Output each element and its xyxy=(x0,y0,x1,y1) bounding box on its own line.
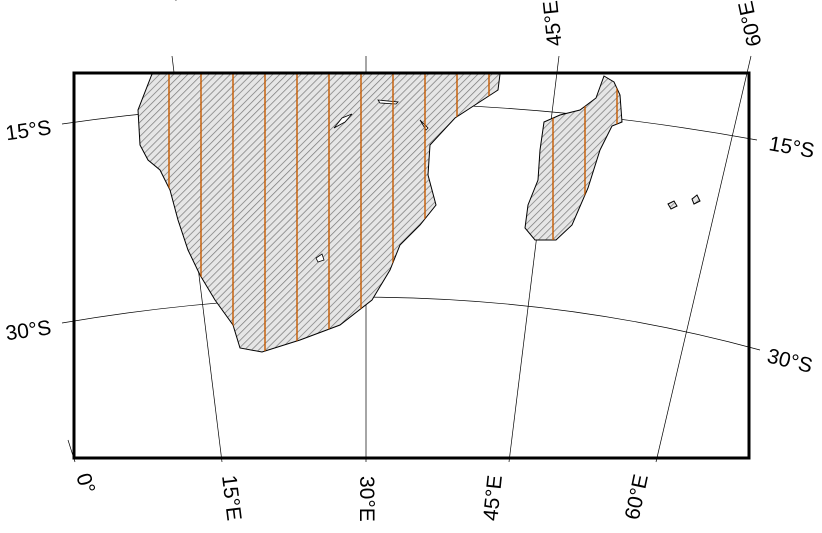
lat-label-left-15s: 15°S xyxy=(4,116,53,145)
lake-kariba xyxy=(333,113,353,129)
lon-label-top-15e: 15°E xyxy=(157,0,185,2)
lon-label-bottom-45e: 45°E xyxy=(479,474,507,522)
reunion-island xyxy=(691,194,701,205)
lesotho-lake xyxy=(315,253,325,263)
lake-victoria-edge xyxy=(419,119,429,131)
lon-label-bottom-30e: 30°E xyxy=(355,476,378,522)
landmasses xyxy=(137,73,701,353)
mauritius-island xyxy=(667,200,678,210)
lat-label-left-30s: 30°S xyxy=(4,316,53,345)
lon-label-bottom-15e: 15°E xyxy=(217,474,245,522)
lon-label-bottom-60e: 60°E xyxy=(621,472,653,522)
lat-label-right-15s: 15°S xyxy=(767,132,816,163)
meridian-45e xyxy=(508,55,560,463)
lat-label-right-30s: 30°S xyxy=(765,345,815,378)
map-frame xyxy=(72,71,751,460)
lon-label-bottom-0: 0° xyxy=(71,470,99,496)
africa-landmass xyxy=(137,73,501,353)
latitude-line-30s xyxy=(61,296,761,351)
madagascar-landmass xyxy=(524,75,623,241)
meridian-60e xyxy=(655,55,752,463)
lon-label-top-45e: 45°E xyxy=(539,0,567,47)
lon-label-top-60e: 60°E xyxy=(734,0,766,49)
